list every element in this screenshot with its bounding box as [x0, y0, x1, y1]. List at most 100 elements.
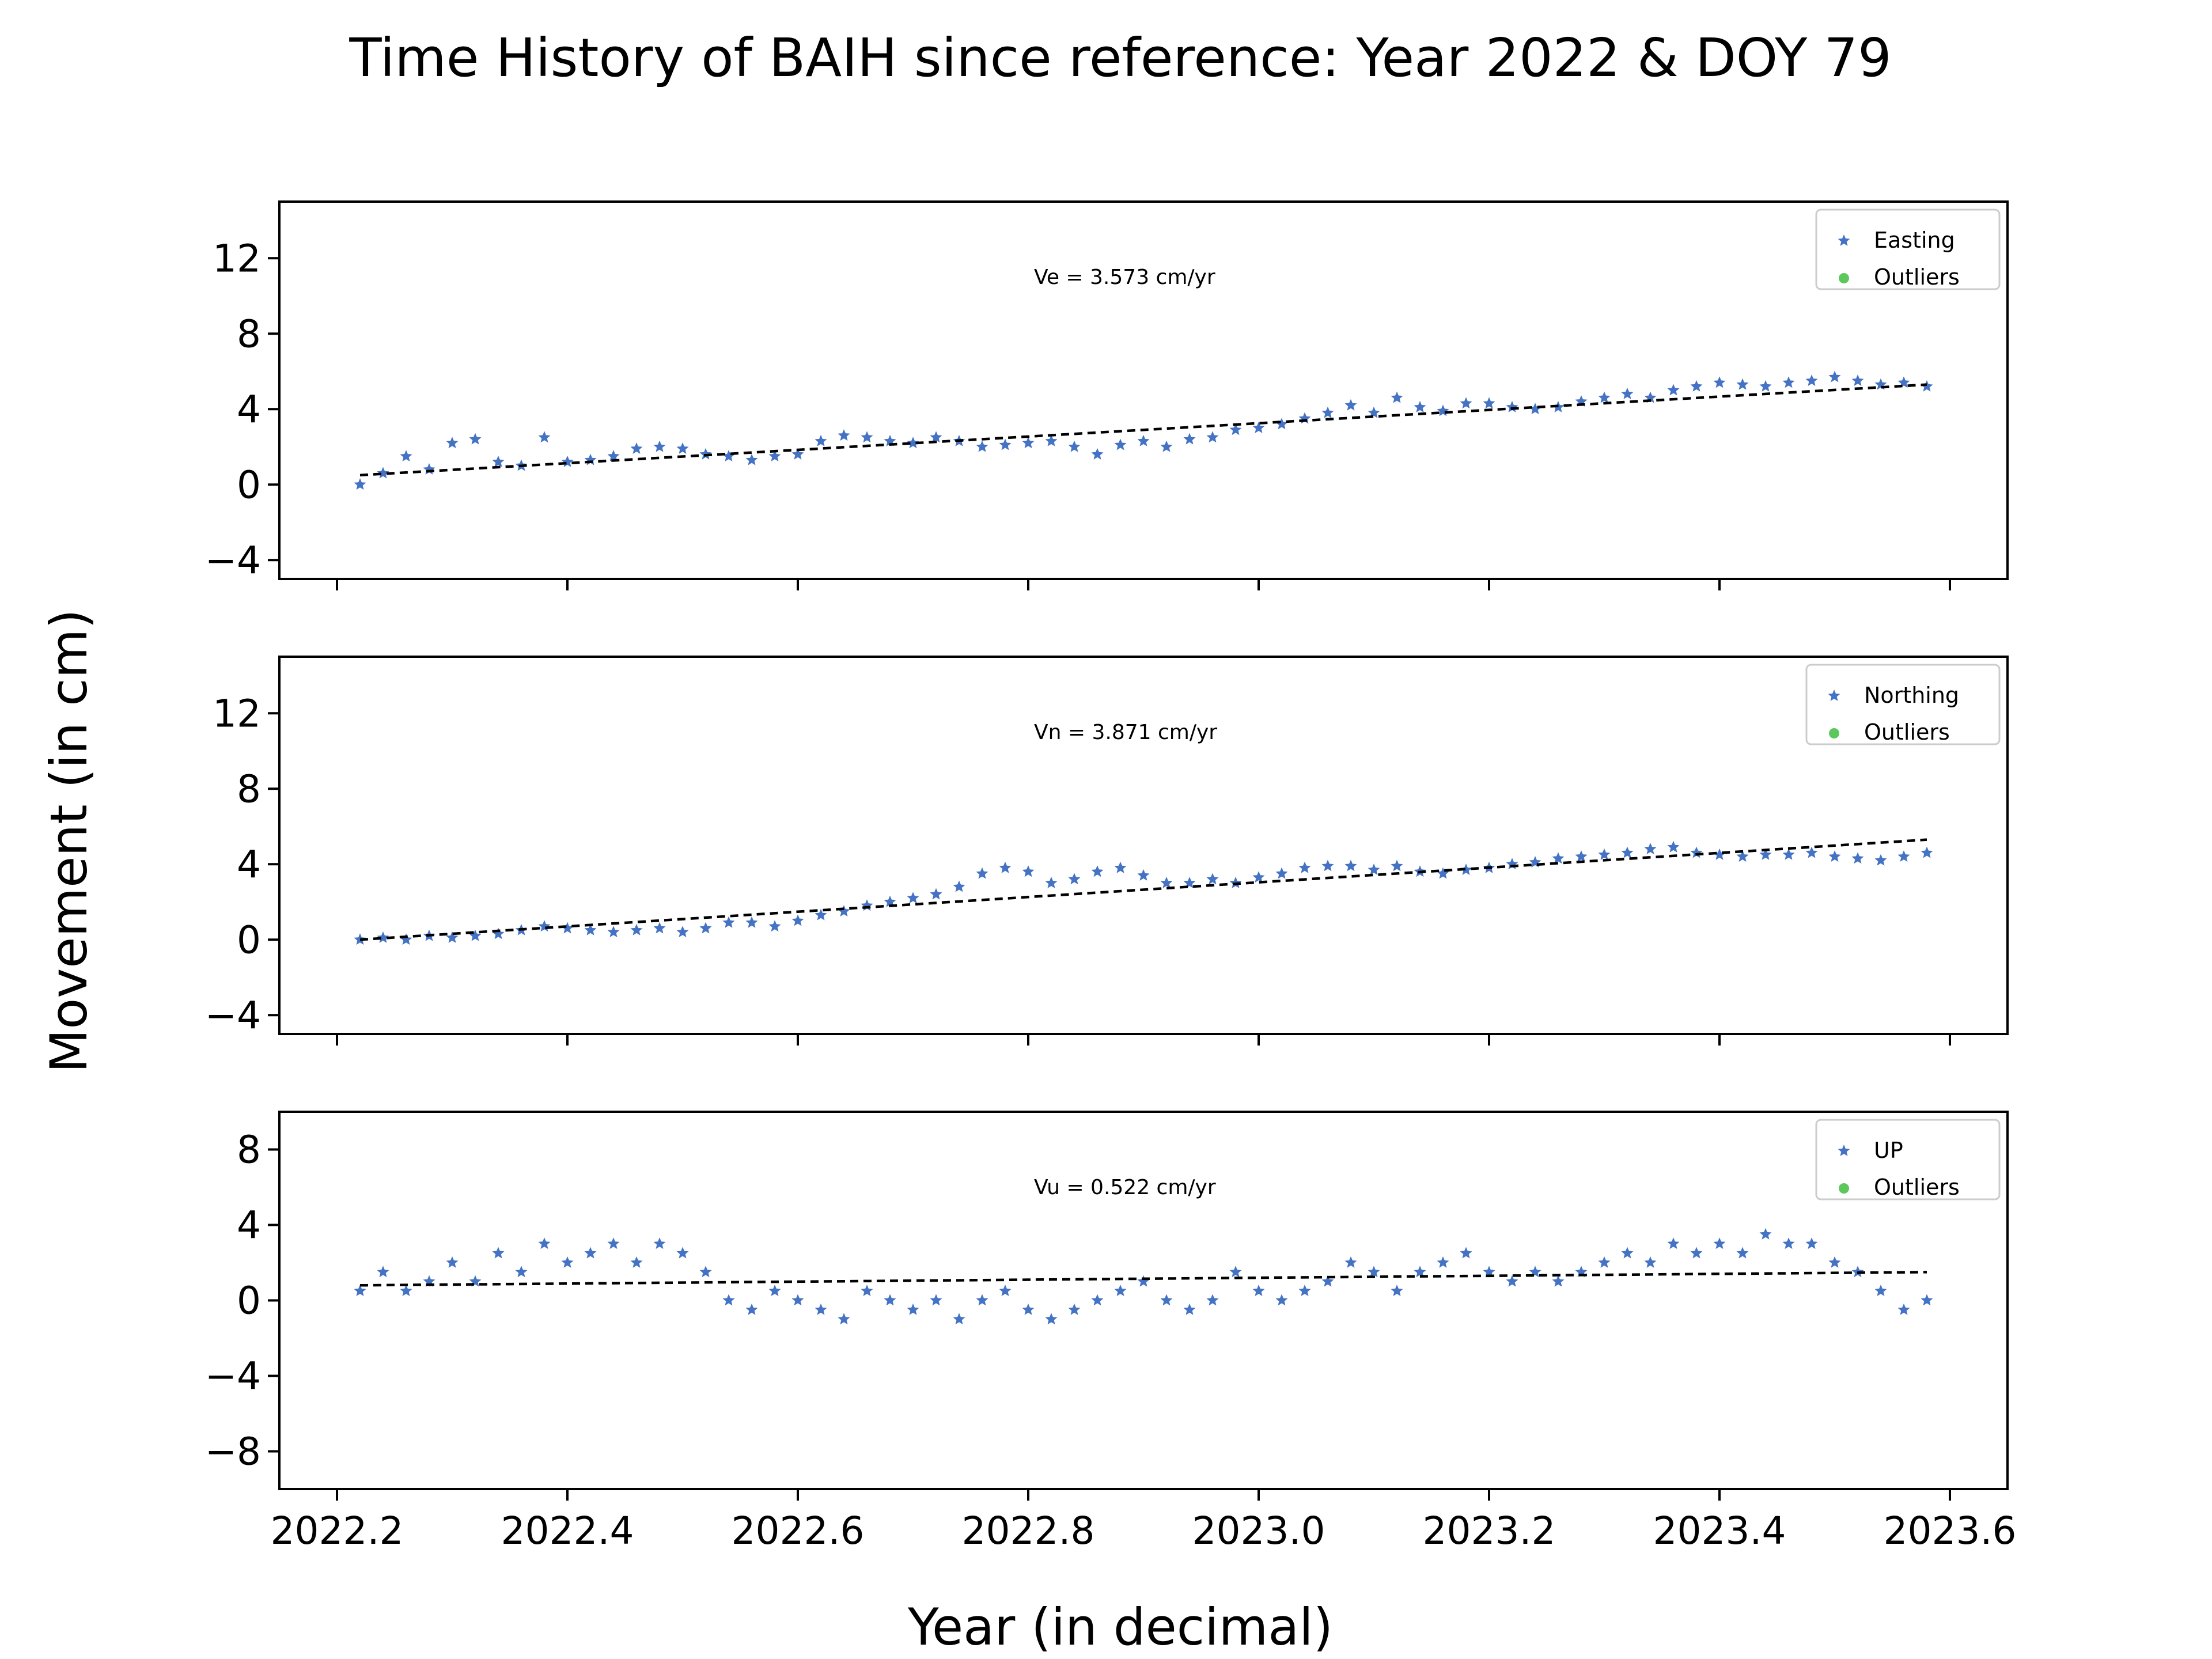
- data-point-north: [561, 922, 574, 934]
- y-tick-label: −8: [205, 1430, 261, 1474]
- data-point-east: [377, 467, 389, 479]
- data-point-east: [653, 440, 666, 452]
- data-point-north: [1160, 877, 1173, 888]
- legend-marker-outlier: [1839, 273, 1849, 283]
- data-point-up: [1874, 1285, 1887, 1296]
- data-point-north: [907, 892, 919, 904]
- data-point-north: [400, 933, 412, 945]
- data-point-north: [1368, 863, 1380, 875]
- data-point-north: [1759, 848, 1772, 860]
- data-point-north: [1805, 846, 1818, 858]
- x-tick-label: 2022.8: [962, 1509, 1095, 1553]
- x-tick-label: 2023.6: [1884, 1509, 2017, 1553]
- data-point-north: [1897, 850, 1910, 862]
- legend-box-east: [1815, 209, 2001, 290]
- legend-label-up: UP: [1874, 1138, 1903, 1163]
- data-point-north: [1137, 869, 1150, 881]
- data-point-north: [1183, 877, 1196, 888]
- y-tick-label: 0: [237, 918, 261, 962]
- data-point-up: [1137, 1275, 1150, 1287]
- data-point-north: [607, 926, 620, 937]
- data-point-east: [1713, 376, 1726, 388]
- data-point-north: [1828, 850, 1841, 862]
- plot-frame-north: [278, 656, 2009, 1035]
- data-point-up: [1690, 1247, 1703, 1259]
- data-point-up: [722, 1294, 735, 1306]
- data-point-north: [1460, 863, 1472, 875]
- data-point-north: [1437, 867, 1449, 879]
- legend-marker-outlier: [1829, 728, 1839, 738]
- data-point-north: [930, 888, 942, 900]
- data-point-north: [377, 931, 389, 943]
- data-point-east: [1091, 448, 1104, 460]
- data-point-east: [1114, 438, 1127, 450]
- data-point-up: [1160, 1294, 1173, 1306]
- y-tick-label: 4: [237, 1203, 261, 1248]
- data-point-up: [1828, 1256, 1841, 1268]
- legend-label-outliers-up: Outliers: [1874, 1175, 1960, 1200]
- data-point-north: [1114, 861, 1127, 873]
- data-point-up: [1298, 1285, 1311, 1296]
- data-point-up: [1483, 1266, 1495, 1278]
- data-point-up: [1736, 1247, 1749, 1259]
- data-point-north: [1644, 843, 1657, 854]
- data-point-up: [1644, 1256, 1657, 1268]
- data-point-up: [1460, 1247, 1472, 1259]
- data-point-up: [653, 1237, 666, 1249]
- data-point-up: [1805, 1237, 1818, 1249]
- data-point-east: [861, 431, 873, 443]
- data-point-north: [1206, 873, 1219, 885]
- y-tick-label: 8: [237, 312, 261, 356]
- data-point-east: [907, 437, 919, 449]
- data-point-east: [1252, 422, 1265, 433]
- data-point-north: [815, 908, 827, 921]
- data-point-north: [1391, 859, 1403, 872]
- x-tick-label: 2023.2: [1423, 1509, 1556, 1553]
- x-tick-label: 2023.4: [1653, 1509, 1786, 1553]
- data-point-east: [1529, 403, 1541, 415]
- legend-label-easting: Easting: [1874, 228, 1955, 253]
- data-point-up: [791, 1294, 804, 1306]
- x-tick-label: 2022.2: [271, 1509, 404, 1553]
- data-point-east: [1229, 423, 1242, 435]
- data-point-north: [584, 923, 597, 935]
- data-point-up: [1897, 1303, 1910, 1315]
- trend-line-east: [359, 383, 1927, 477]
- data-point-east: [607, 450, 620, 461]
- data-point-east: [400, 450, 412, 461]
- data-point-up: [1921, 1294, 1933, 1306]
- data-point-north: [676, 926, 689, 937]
- y-tick-label: 0: [237, 463, 261, 507]
- data-point-north: [1229, 877, 1242, 888]
- data-point-east: [838, 429, 850, 441]
- data-point-up: [699, 1266, 712, 1278]
- data-point-north: [1921, 846, 1933, 858]
- data-point-up: [745, 1303, 758, 1315]
- data-point-east: [1344, 399, 1357, 411]
- data-point-up: [492, 1247, 505, 1259]
- x-tick-label: 2022.6: [732, 1509, 865, 1553]
- data-point-north: [446, 931, 459, 943]
- data-point-up: [607, 1237, 620, 1249]
- data-point-up: [1206, 1294, 1219, 1306]
- y-tick-label: 12: [213, 236, 261, 281]
- data-point-up: [1782, 1237, 1795, 1249]
- data-point-east: [1275, 418, 1288, 430]
- data-point-east: [1483, 397, 1495, 409]
- data-point-up: [1506, 1275, 1518, 1287]
- y-tick-label: 4: [237, 387, 261, 431]
- legend-label-outliers-east: Outliers: [1874, 264, 1960, 290]
- velocity-annotation-east: Ve = 3.573 cm/yr: [1034, 266, 1215, 289]
- data-point-north: [1874, 854, 1887, 866]
- data-point-north: [1321, 859, 1334, 872]
- data-point-north: [768, 920, 781, 932]
- panel-east: Ve = 3.573 cm/yr −4 0 4 8 12 Easting Outliers: [205, 200, 2009, 590]
- velocity-annotation-north: Vn = 3.871 cm/yr: [1034, 721, 1217, 744]
- y-axis-label: Movement (in cm): [39, 609, 99, 1073]
- data-point-east: [976, 440, 988, 452]
- data-point-east: [446, 437, 459, 449]
- data-point-north: [976, 867, 988, 879]
- x-tick-label: 2023.0: [1192, 1509, 1325, 1553]
- legend-marker-star: [1838, 1145, 1850, 1156]
- data-point-up: [1022, 1303, 1035, 1315]
